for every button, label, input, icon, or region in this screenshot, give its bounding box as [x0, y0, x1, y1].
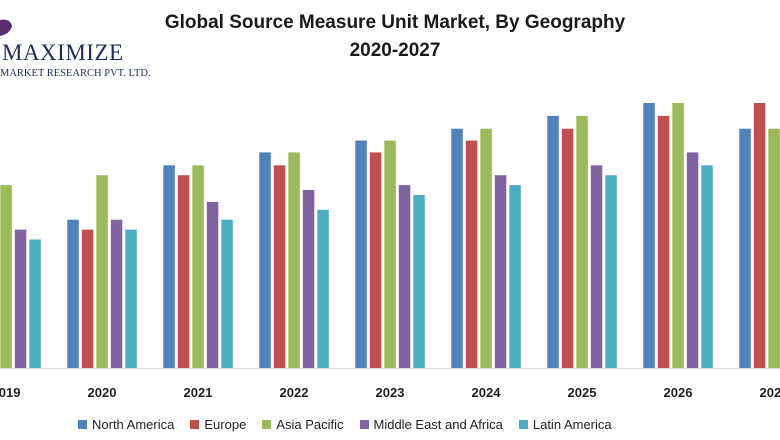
bar-asia-pacific-2020	[96, 175, 108, 368]
legend-label: Europe	[204, 416, 247, 432]
bar-asia-pacific-2027	[768, 128, 780, 368]
chart-title: Global Source Measure Unit Market, By Ge…	[164, 12, 626, 33]
bar-latin-america-2020	[125, 229, 137, 368]
bar-north-america-2020	[67, 219, 79, 368]
logo-mark-icon	[0, 19, 12, 36]
x-tick-label: 2022	[280, 385, 309, 400]
bar-middle-east-and-africa-2023	[398, 185, 411, 368]
bar-latin-america-2026	[701, 165, 713, 368]
bar-north-america-2025	[547, 115, 559, 369]
bar-asia-pacific-2022	[288, 152, 300, 368]
bar-europe-2022	[273, 165, 286, 368]
bar-middle-east-and-africa-2019	[14, 229, 27, 368]
bar-north-america-2027	[739, 128, 751, 368]
bar-asia-pacific-2024	[480, 128, 492, 368]
bar-latin-america-2023	[413, 195, 425, 368]
bar-middle-east-and-africa-2022	[302, 190, 315, 368]
bar-middle-east-and-africa-2020	[110, 219, 123, 368]
bar-europe-2021	[177, 175, 190, 368]
legend-label: Latin America	[532, 416, 612, 432]
bar-europe-2025	[561, 128, 574, 368]
bar-europe-2027	[753, 103, 766, 368]
legend-item: Middle East and Africa	[359, 416, 503, 432]
bar-asia-pacific-2023	[384, 140, 396, 368]
legend-label: Asia Pacific	[276, 416, 344, 432]
x-tick-label: 2027	[760, 385, 780, 400]
x-tick-label: 2023	[376, 385, 405, 400]
legend-swatch	[190, 419, 200, 429]
bar-latin-america-2025	[605, 175, 617, 368]
bar-europe-2020	[81, 229, 94, 368]
legend-item: Europe	[190, 417, 246, 432]
bar-latin-america-2019	[29, 239, 41, 368]
legend-item: North America	[78, 417, 174, 432]
legend-item: Latin America	[518, 416, 612, 432]
chart-subtitle: 2020-2027	[349, 40, 441, 61]
x-tick-label: 2020	[88, 385, 117, 400]
bar-middle-east-and-africa-2024	[494, 175, 507, 368]
bar-europe-2023	[369, 152, 382, 368]
bar-north-america-2021	[163, 165, 175, 368]
x-tick-label: 2019	[0, 385, 20, 400]
bar-north-america-2023	[355, 140, 367, 368]
bar-latin-america-2022	[317, 209, 329, 368]
legend-swatch	[359, 419, 369, 429]
bar-north-america-2022	[259, 152, 271, 368]
legend-item: Asia Pacific	[262, 416, 344, 432]
legend-swatch	[518, 419, 528, 429]
legend-swatch	[78, 419, 87, 429]
x-tick-label: 2026	[664, 385, 693, 400]
bar-europe-2026	[657, 115, 670, 369]
bar-asia-pacific-2021	[192, 165, 204, 368]
bar-latin-america-2024	[509, 185, 521, 368]
legend-label: North America	[92, 416, 175, 432]
bar-middle-east-and-africa-2025	[590, 165, 603, 368]
bar-north-america-2024	[451, 128, 463, 368]
bar-middle-east-and-africa-2021	[206, 201, 219, 368]
chart-legend: North America Europe Asia Pacific Middle Ea…	[78, 414, 612, 434]
company-logo: MAXIMIZE MARKET RESEARCH PVT. LTD.	[0, 16, 151, 79]
x-tick-label: 2021	[184, 385, 213, 400]
bar-asia-pacific-2026	[672, 103, 684, 368]
x-tick-label: 2024	[472, 385, 502, 400]
bar-asia-pacific-2019	[0, 185, 12, 368]
bar-middle-east-and-africa-2026	[686, 152, 699, 368]
bar-asia-pacific-2025	[576, 115, 588, 369]
logo-subtitle: MARKET RESEARCH PVT. LTD.	[0, 68, 151, 79]
bar-north-america-2026	[643, 103, 655, 368]
bar-latin-america-2021	[221, 219, 233, 368]
x-tick-label: 2025	[568, 385, 597, 400]
logo-wordmark: MAXIMIZE	[2, 40, 124, 65]
bar-europe-2024	[465, 140, 478, 368]
legend-swatch	[262, 419, 272, 429]
legend-label: Middle East and Africa	[373, 416, 503, 432]
